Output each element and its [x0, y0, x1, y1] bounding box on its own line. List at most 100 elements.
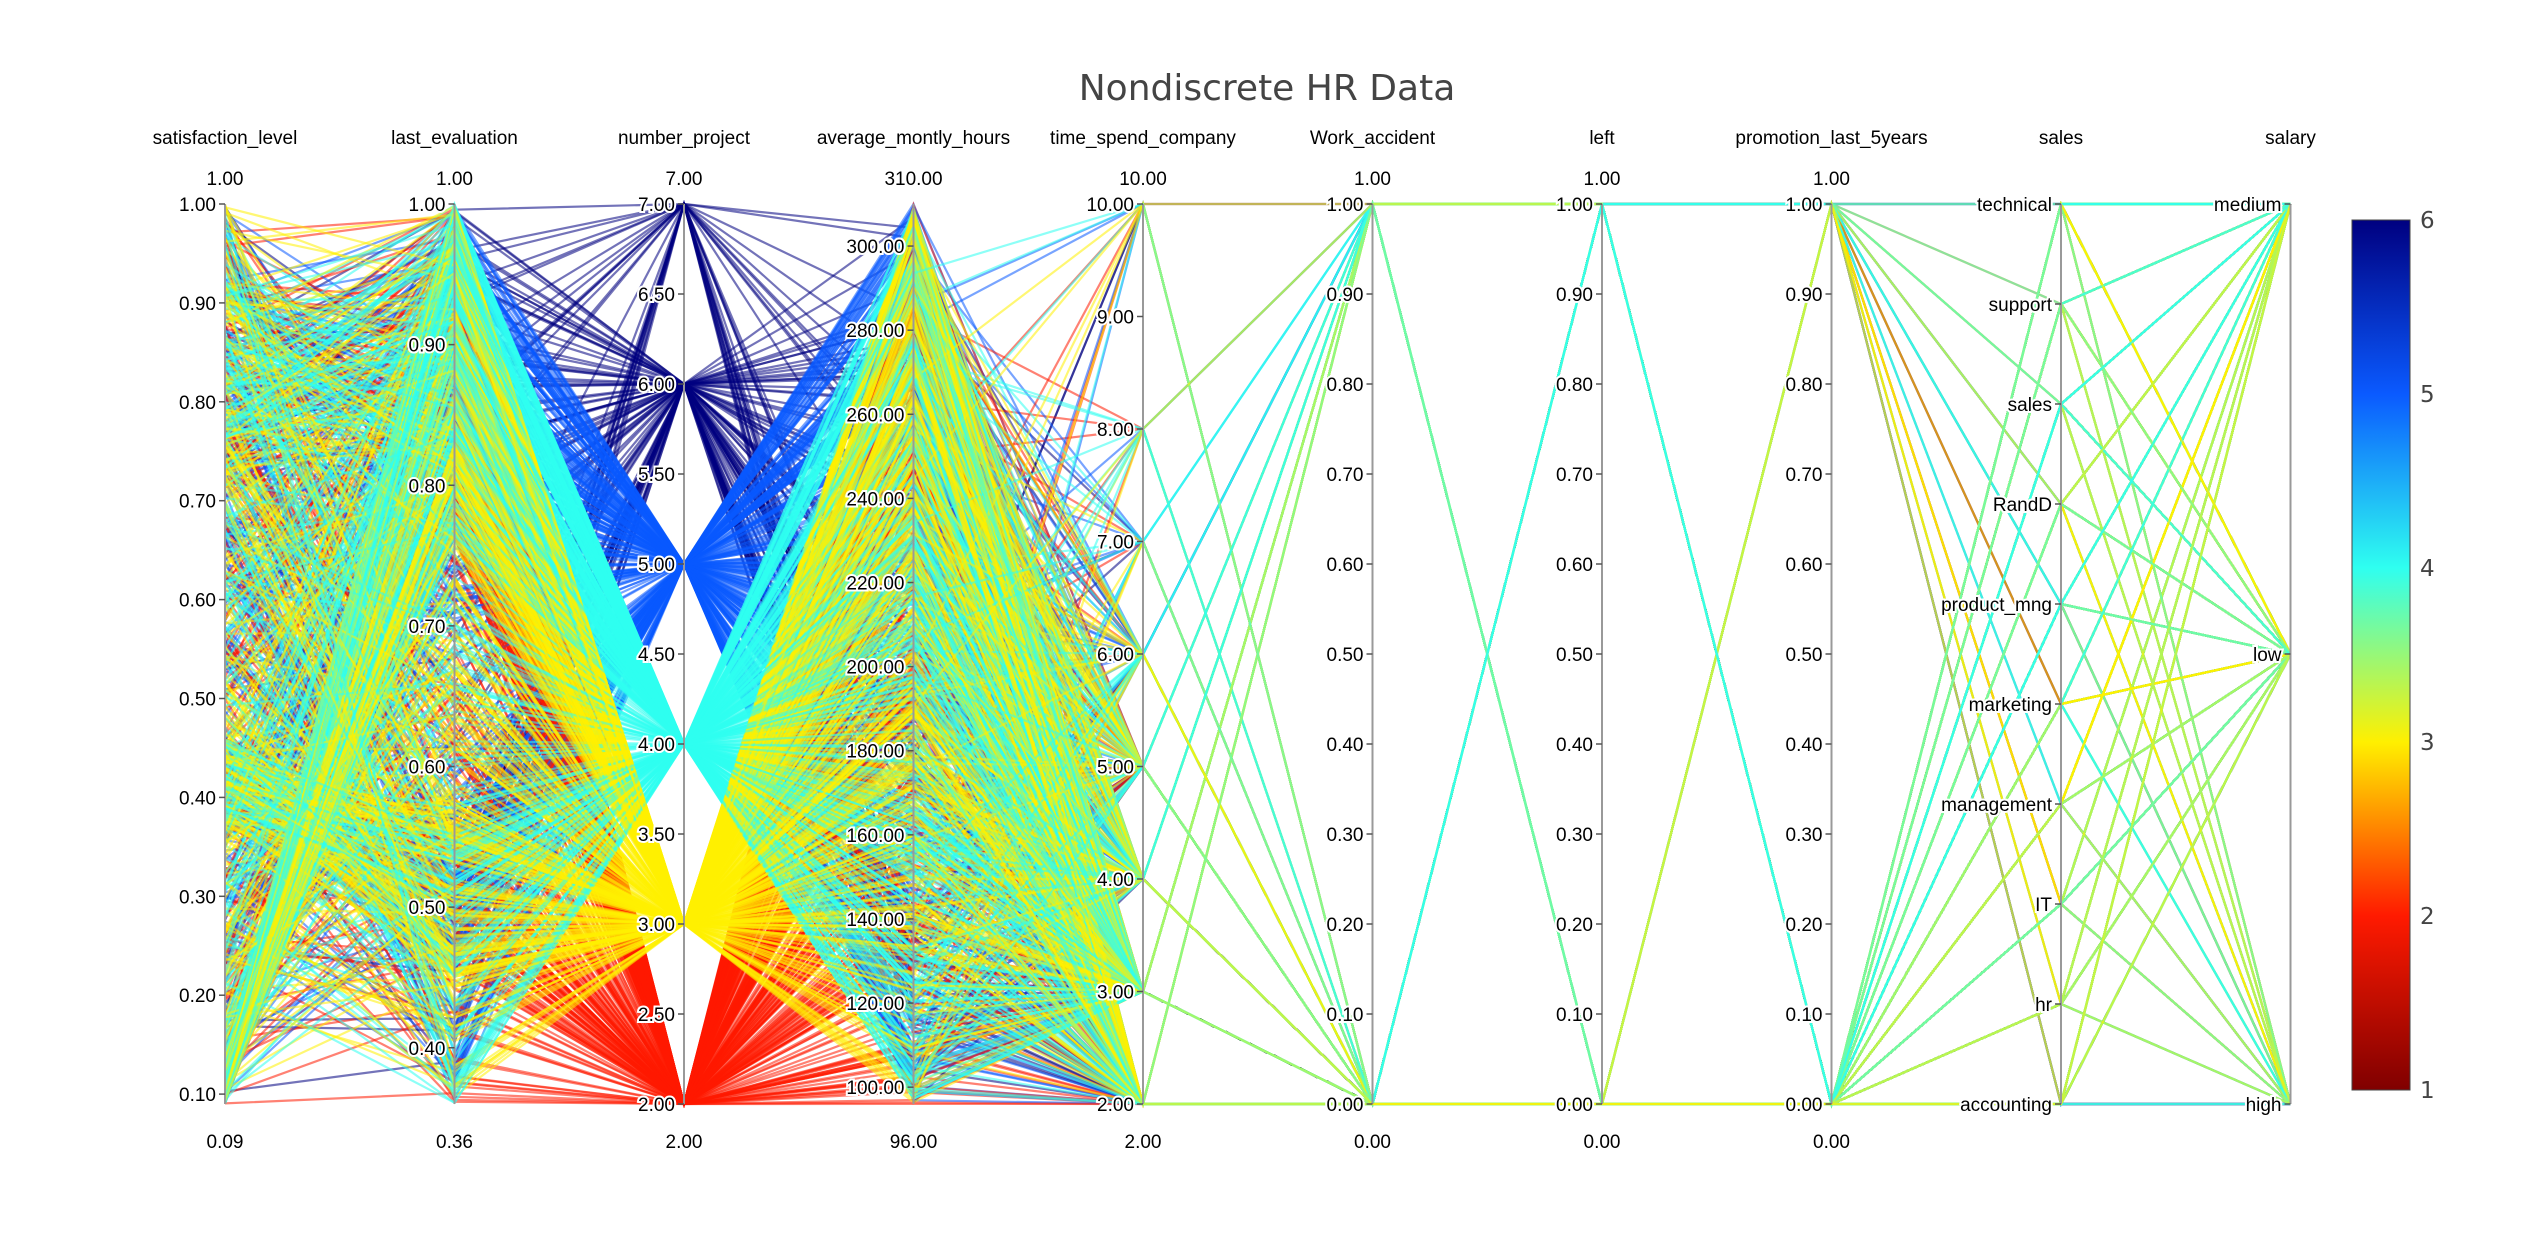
- category-label: technical: [1977, 195, 2052, 216]
- axis-tick-label: 0.60: [409, 758, 446, 779]
- axis-tick-label: 1.00: [179, 195, 216, 216]
- axis-tick-label: 6.50: [638, 285, 675, 306]
- axis-tick-label: 260.00: [846, 405, 904, 426]
- axis-tick-label: 0.80: [179, 393, 216, 414]
- axis-range-min: 0.09: [207, 1132, 244, 1153]
- axis-range-max: 1.00: [1584, 169, 1621, 190]
- axis-last_evaluation[interactable]: last_evaluation 1.00 0.36 0.40 0.50 0.60 0.70 0…: [391, 128, 518, 1153]
- axis-tick-label: 4.00: [1097, 870, 1134, 891]
- axis-tick-label: 200.00: [846, 658, 904, 679]
- axis-tick-label: 2.00: [638, 1095, 675, 1116]
- record-line: [223, 203, 2292, 1106]
- axis-tick-label: 7.00: [638, 195, 675, 216]
- axis-tick-label: 0.30: [1556, 825, 1593, 846]
- axis-label: time_spend_company: [1050, 128, 1236, 149]
- axis-tick-label: 2.00: [1097, 1095, 1134, 1116]
- axis-label: promotion_last_5years: [1735, 128, 1927, 149]
- axis-range-max: 1.00: [436, 169, 473, 190]
- axis-label: Work_accident: [1310, 128, 1436, 149]
- axis-time_spend_company[interactable]: time_spend_company 10.00 2.00 2.00 3.00 4.00 5…: [1050, 128, 1236, 1153]
- category-label: IT: [2035, 895, 2052, 916]
- axis-range-min: 2.00: [1125, 1132, 1162, 1153]
- category-label: medium: [2214, 195, 2282, 216]
- axis-tick-label: 0.90: [1327, 285, 1364, 306]
- axis-left[interactable]: left 1.00 0.00 0.00 0.10 0.20 0.30 0.40 0.50 0.60…: [1554, 128, 1621, 1153]
- axis-tick-label: 0.90: [1786, 285, 1823, 306]
- axis-tick-label: 0.00: [1327, 1095, 1364, 1116]
- axis-label: last_evaluation: [391, 128, 518, 149]
- axis-tick-label: 300.00: [846, 237, 904, 258]
- axis-tick-label: 0.40: [1786, 735, 1823, 756]
- category-label: accounting: [1960, 1095, 2052, 1116]
- axis-tick-label: 0.60: [1556, 555, 1593, 576]
- axis-label: number_project: [618, 128, 751, 149]
- axis-tick-label: 6.00: [1097, 645, 1134, 666]
- colorbar-tick-label: 2: [2420, 904, 2435, 930]
- axis-tick-label: 0.10: [1327, 1005, 1364, 1026]
- axis-salary[interactable]: salary high low medium: [2212, 128, 2316, 1118]
- axis-tick-label: 1.00: [409, 195, 446, 216]
- axis-tick-label: 0.70: [409, 617, 446, 638]
- axis-tick-label: 5.00: [638, 555, 675, 576]
- axis-tick-label: 0.80: [409, 476, 446, 497]
- axis-promotion_last_5years[interactable]: promotion_last_5years 1.00 0.00 0.00 0.10 0.2…: [1735, 128, 1927, 1153]
- colorbar-tick-label: 4: [2420, 556, 2435, 582]
- axis-tick-label: 0.40: [1556, 735, 1593, 756]
- axis-tick-label: 0.90: [179, 294, 216, 315]
- axis-tick-label: 0.80: [1786, 375, 1823, 396]
- axis-tick-label: 0.80: [1327, 375, 1364, 396]
- axis-tick-label: 1.00: [1556, 195, 1593, 216]
- axis-tick-label: 160.00: [846, 826, 904, 847]
- axis-tick-label: 0.50: [1786, 645, 1823, 666]
- axis-sales[interactable]: sales accounting hr IT management marketing pr…: [1939, 128, 2083, 1118]
- axis-tick-label: 9.00: [1097, 308, 1134, 329]
- axis-tick-label: 3.00: [1097, 983, 1134, 1004]
- axis-tick-label: 2.50: [638, 1005, 675, 1026]
- axis-tick-label: 0.90: [409, 336, 446, 357]
- axis-tick-label: 3.50: [638, 825, 675, 846]
- axis-label: satisfaction_level: [153, 128, 298, 149]
- axis-range-min: 96.00: [890, 1132, 938, 1153]
- colorbar-tick-label: 6: [2420, 208, 2435, 234]
- polyline-layer: [223, 199, 2292, 1109]
- axis-range-min: 2.00: [666, 1132, 703, 1153]
- axis-tick-label: 0.00: [1556, 1095, 1593, 1116]
- axis-tick-label: 0.40: [1327, 735, 1364, 756]
- axis-tick-label: 4.00: [638, 735, 675, 756]
- axis-tick-label: 0.50: [1327, 645, 1364, 666]
- record-line: [224, 203, 2292, 1107]
- axis-range-max: 7.00: [666, 169, 703, 190]
- category-label: management: [1941, 795, 2053, 816]
- axis-number_project[interactable]: number_project 7.00 2.00 2.00 2.50 3.00 3.50 4.…: [618, 128, 751, 1153]
- axis-tick-label: 140.00: [846, 910, 904, 931]
- axis-tick-label: 100.00: [846, 1078, 904, 1099]
- colorbar-gradient: [2351, 219, 2411, 1091]
- axis-range-max: 310.00: [884, 169, 942, 190]
- axis-satisfaction_level[interactable]: satisfaction_level 1.00 0.09 0.10 0.20 0.30 0.…: [153, 128, 298, 1153]
- axis-range-max: 10.00: [1119, 169, 1167, 190]
- axis-tick-label: 0.10: [1556, 1005, 1593, 1026]
- axis-tick-label: 4.50: [638, 645, 675, 666]
- axis-tick-label: 0.70: [1327, 465, 1364, 486]
- category-label: hr: [2035, 995, 2053, 1016]
- axis-tick-label: 8.00: [1097, 420, 1134, 441]
- axis-range-min: 0.00: [1584, 1132, 1621, 1153]
- axis-tick-label: 0.20: [1327, 915, 1364, 936]
- axis-range-max: 1.00: [1813, 169, 1850, 190]
- colorbar-tick-label: 5: [2420, 382, 2435, 408]
- axis-tick-label: 280.00: [846, 321, 904, 342]
- axis-tick-label: 5.50: [638, 465, 675, 486]
- axis-tick-label: 220.00: [846, 574, 904, 595]
- category-label: sales: [2008, 395, 2052, 416]
- axis-Work_accident[interactable]: Work_accident 1.00 0.00 0.00 0.10 0.20 0.30 0.4…: [1310, 128, 1436, 1153]
- axis-tick-label: 0.10: [1786, 1005, 1823, 1026]
- axis-label: sales: [2039, 128, 2083, 149]
- axis-tick-label: 1.00: [1786, 195, 1823, 216]
- axis-range-max: 1.00: [207, 169, 244, 190]
- axis-tick-label: 0.70: [1786, 465, 1823, 486]
- axis-tick-label: 0.60: [179, 591, 216, 612]
- axis-average_montly_hours[interactable]: average_montly_hours 310.00 96.00 100.00 120…: [817, 128, 1010, 1153]
- record-line: [223, 457, 2292, 1106]
- axis-label: salary: [2265, 128, 2316, 149]
